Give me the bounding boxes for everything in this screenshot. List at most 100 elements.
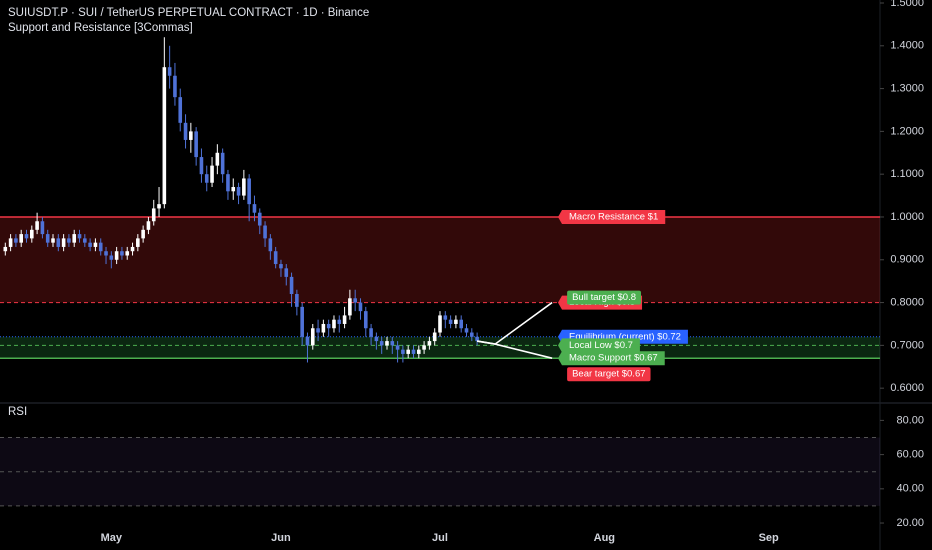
- candle-body: [268, 238, 273, 252]
- candle-body: [416, 349, 421, 354]
- candle-body: [353, 298, 357, 303]
- candle-body: [348, 298, 352, 316]
- candle-body: [305, 336, 310, 346]
- x-tick-label: May: [101, 532, 123, 544]
- candle-body: [326, 323, 331, 329]
- zone: [0, 336, 880, 359]
- candle-body: [411, 349, 416, 354]
- candle-body: [204, 174, 209, 183]
- candle-body: [157, 204, 161, 209]
- candle-body: [459, 319, 464, 329]
- x-tick-label: Sep: [759, 532, 779, 544]
- level-label-box: [558, 209, 666, 224]
- candle-body: [61, 238, 66, 247]
- candle-body: [236, 187, 241, 196]
- candle-body: [19, 234, 24, 243]
- level-label-text: Equilibrium (current) $0.72: [569, 331, 681, 342]
- candle-body: [422, 345, 426, 350]
- level-label-text: Macro Resistance $1: [569, 211, 658, 222]
- indicator-name: Support and Resistance [3Commas]: [8, 22, 193, 34]
- candle-body: [210, 165, 214, 183]
- candle-body: [401, 349, 405, 354]
- candle-body: [226, 174, 230, 192]
- candle-body: [247, 178, 251, 205]
- y-tick-label: 1.4000: [890, 40, 924, 52]
- candle-body: [369, 328, 373, 337]
- candle-body: [316, 328, 320, 333]
- candle-body: [427, 341, 432, 346]
- candle-body: [284, 268, 289, 277]
- candle-body: [374, 336, 379, 342]
- level-label-text: Local Low $0.7: [569, 340, 633, 351]
- level-label: Macro Resistance $1: [558, 209, 666, 224]
- candle-body: [141, 229, 145, 239]
- candle-body: [464, 328, 469, 333]
- candle-body: [173, 75, 177, 98]
- candle-body: [109, 255, 114, 260]
- zone: [0, 216, 880, 303]
- candle-body: [231, 187, 236, 192]
- candle-body: [35, 221, 39, 230]
- y-tick-label: 0.6000: [890, 382, 924, 394]
- candle-body: [104, 251, 108, 256]
- candle-body: [8, 238, 13, 247]
- candle-body: [300, 306, 304, 337]
- level-label-box: [558, 351, 665, 366]
- candle-body: [125, 251, 130, 256]
- candle-body: [67, 238, 71, 243]
- candle-body: [454, 319, 458, 324]
- candle-body: [167, 67, 172, 76]
- candle-body: [337, 319, 342, 324]
- y-tick-label: 1.1000: [890, 168, 924, 180]
- projection-line: [476, 340, 553, 359]
- candle-body: [385, 341, 389, 346]
- candle-body: [130, 246, 135, 252]
- candle-body: [30, 229, 34, 239]
- y-tick-label: 1.0000: [890, 211, 924, 223]
- candle-body: [183, 122, 188, 140]
- target-label: Bull target $0.8: [567, 290, 642, 305]
- y-tick-label: 40.00: [896, 483, 924, 495]
- candle-body: [406, 349, 410, 354]
- candle-body: [14, 238, 18, 243]
- y-tick-label: 1.5000: [890, 0, 924, 9]
- target-label-text: Bear target $0.67: [572, 369, 645, 380]
- candle-body: [443, 315, 448, 320]
- level-label-box: [558, 338, 640, 353]
- target-label: Bear target $0.67: [567, 367, 651, 382]
- candle-body: [395, 345, 400, 350]
- candle-body: [332, 319, 336, 329]
- target-label-box: [567, 367, 651, 382]
- candle-body: [88, 242, 92, 247]
- y-tick-label: 1.2000: [890, 125, 924, 137]
- candle-body: [199, 157, 204, 175]
- candle-body: [242, 178, 246, 196]
- y-tick-label: 20.00: [896, 517, 924, 529]
- candle-body: [146, 221, 151, 230]
- candle-body: [83, 238, 87, 243]
- candle-body: [114, 251, 119, 260]
- candle-body: [178, 97, 183, 123]
- candle-body: [252, 204, 257, 213]
- candle-body: [77, 234, 82, 239]
- x-tick-label: Jun: [271, 532, 291, 544]
- candle-body: [93, 242, 98, 247]
- y-tick-label: 60.00: [896, 449, 924, 461]
- candle-body: [162, 67, 167, 205]
- candle-body: [358, 302, 363, 312]
- candle-body: [342, 315, 347, 324]
- candle-body: [432, 332, 437, 342]
- candle-body: [51, 238, 55, 243]
- candle-body: [310, 328, 315, 346]
- candle-body: [24, 234, 29, 239]
- candle-body: [263, 225, 267, 239]
- candle-body: [98, 242, 103, 252]
- candle-body: [363, 311, 368, 329]
- candle-body: [379, 341, 384, 346]
- candle-body: [72, 234, 77, 243]
- candle-body: [151, 208, 156, 222]
- candle-body: [257, 212, 262, 226]
- candle-body: [470, 332, 474, 337]
